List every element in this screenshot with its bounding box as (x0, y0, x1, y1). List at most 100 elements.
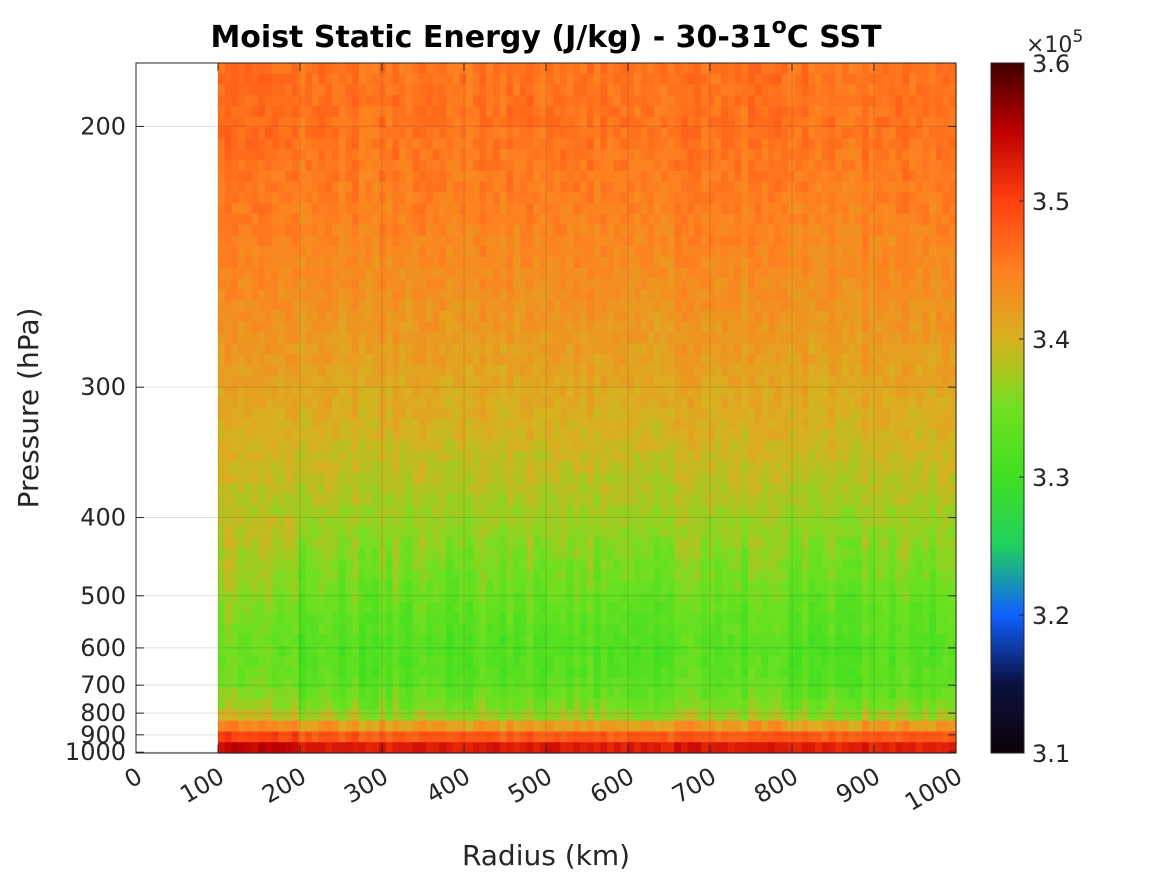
heatmap-cell (660, 63, 669, 75)
heatmap-cell (258, 537, 266, 549)
heatmap-cell (318, 160, 326, 172)
heatmap-cell (432, 364, 440, 377)
heatmap-cell (909, 192, 917, 204)
heatmap-cell (694, 224, 702, 237)
heatmap-cell (848, 505, 856, 517)
heatmap-cell (566, 494, 575, 506)
heatmap-cell (513, 526, 521, 538)
heatmap-cell (942, 332, 950, 344)
heatmap-cell (875, 397, 883, 409)
heatmap-cell (325, 149, 333, 161)
heatmap-cell (405, 289, 414, 301)
heatmap-cell (935, 451, 944, 463)
heatmap-cell (446, 181, 454, 193)
heatmap-cell (607, 63, 615, 75)
heatmap-cell (774, 160, 783, 172)
heatmap-cell (466, 515, 474, 528)
heatmap-cell (459, 451, 467, 463)
heatmap-cell (721, 246, 729, 258)
heatmap-cell (774, 127, 783, 140)
heatmap-cell (238, 267, 246, 280)
heatmap-cell (929, 418, 937, 431)
heatmap-cell (815, 63, 823, 75)
heatmap-cell (761, 138, 769, 150)
heatmap-cell (794, 472, 803, 485)
heatmap-cell (419, 354, 427, 366)
heatmap-cell (855, 451, 863, 463)
heatmap-cell (285, 483, 293, 495)
heatmap-cell (358, 397, 367, 409)
heatmap-cell (546, 472, 555, 485)
heatmap-cell (566, 235, 575, 247)
heatmap-cell (358, 224, 367, 237)
heatmap-cell (385, 192, 394, 204)
heatmap-cell (714, 73, 722, 86)
heatmap-cell (714, 440, 722, 452)
heatmap-cell (472, 235, 481, 247)
heatmap-cell (540, 418, 548, 431)
heatmap-cell (620, 63, 628, 75)
heatmap-cell (499, 63, 508, 75)
heatmap-cell (278, 440, 286, 452)
heatmap-cell (687, 203, 695, 215)
heatmap-cell (385, 224, 394, 237)
heatmap-cell (781, 116, 789, 129)
heatmap-cell (519, 472, 528, 485)
heatmap-cell (566, 310, 575, 323)
heatmap-cell (888, 494, 897, 506)
heatmap-cell (358, 235, 367, 247)
heatmap-cell (459, 418, 467, 431)
heatmap-cell (788, 310, 796, 323)
heatmap-cell (560, 181, 568, 193)
heatmap-cell (680, 106, 689, 118)
heatmap-cell (419, 95, 427, 107)
heatmap-cell (553, 235, 561, 247)
heatmap-cell (707, 224, 716, 237)
heatmap-cell (888, 332, 897, 344)
heatmap-cell (271, 257, 279, 269)
heatmap-cell (506, 84, 514, 96)
heatmap-cell (271, 160, 279, 172)
heatmap-cell (788, 494, 796, 506)
heatmap-cell (439, 526, 447, 538)
heatmap-cell (459, 192, 467, 204)
heatmap-cell (633, 73, 642, 86)
heatmap-cell (640, 149, 648, 161)
heatmap-cell (674, 440, 682, 452)
heatmap-cell (305, 106, 313, 118)
heatmap-cell (231, 408, 239, 420)
heatmap-cell (680, 451, 689, 463)
heatmap-cell (821, 397, 830, 409)
heatmap-cell (607, 397, 615, 409)
heatmap-cell (318, 116, 326, 129)
heatmap-cell (741, 515, 749, 528)
heatmap-cell (942, 515, 950, 528)
heatmap-cell (466, 257, 474, 269)
heatmap-cell (587, 321, 595, 334)
heatmap-cell (526, 213, 534, 226)
heatmap-cell (922, 321, 930, 334)
heatmap-cell (291, 203, 300, 215)
heatmap-cell (358, 289, 367, 301)
heatmap-cell (365, 386, 373, 398)
heatmap-cell (285, 257, 293, 269)
heatmap-cell (821, 138, 830, 150)
heatmap-cell (325, 63, 333, 75)
heatmap-cell (741, 537, 749, 549)
heatmap-cell (399, 149, 407, 161)
heatmap-cell (553, 181, 561, 193)
heatmap-cell (774, 192, 783, 204)
heatmap-cell (251, 181, 259, 193)
heatmap-cell (674, 537, 682, 549)
heatmap-cell (318, 429, 326, 441)
heatmap-cell (781, 181, 789, 193)
heatmap-cell (935, 310, 944, 323)
heatmap-cell (868, 289, 877, 301)
heatmap-cell (768, 63, 776, 75)
heatmap-cell (540, 397, 548, 409)
heatmap-cell (862, 246, 870, 258)
heatmap-cell (419, 63, 427, 75)
heatmap-cell (305, 95, 313, 107)
heatmap-cell (915, 332, 924, 344)
heatmap-cell (915, 375, 924, 388)
